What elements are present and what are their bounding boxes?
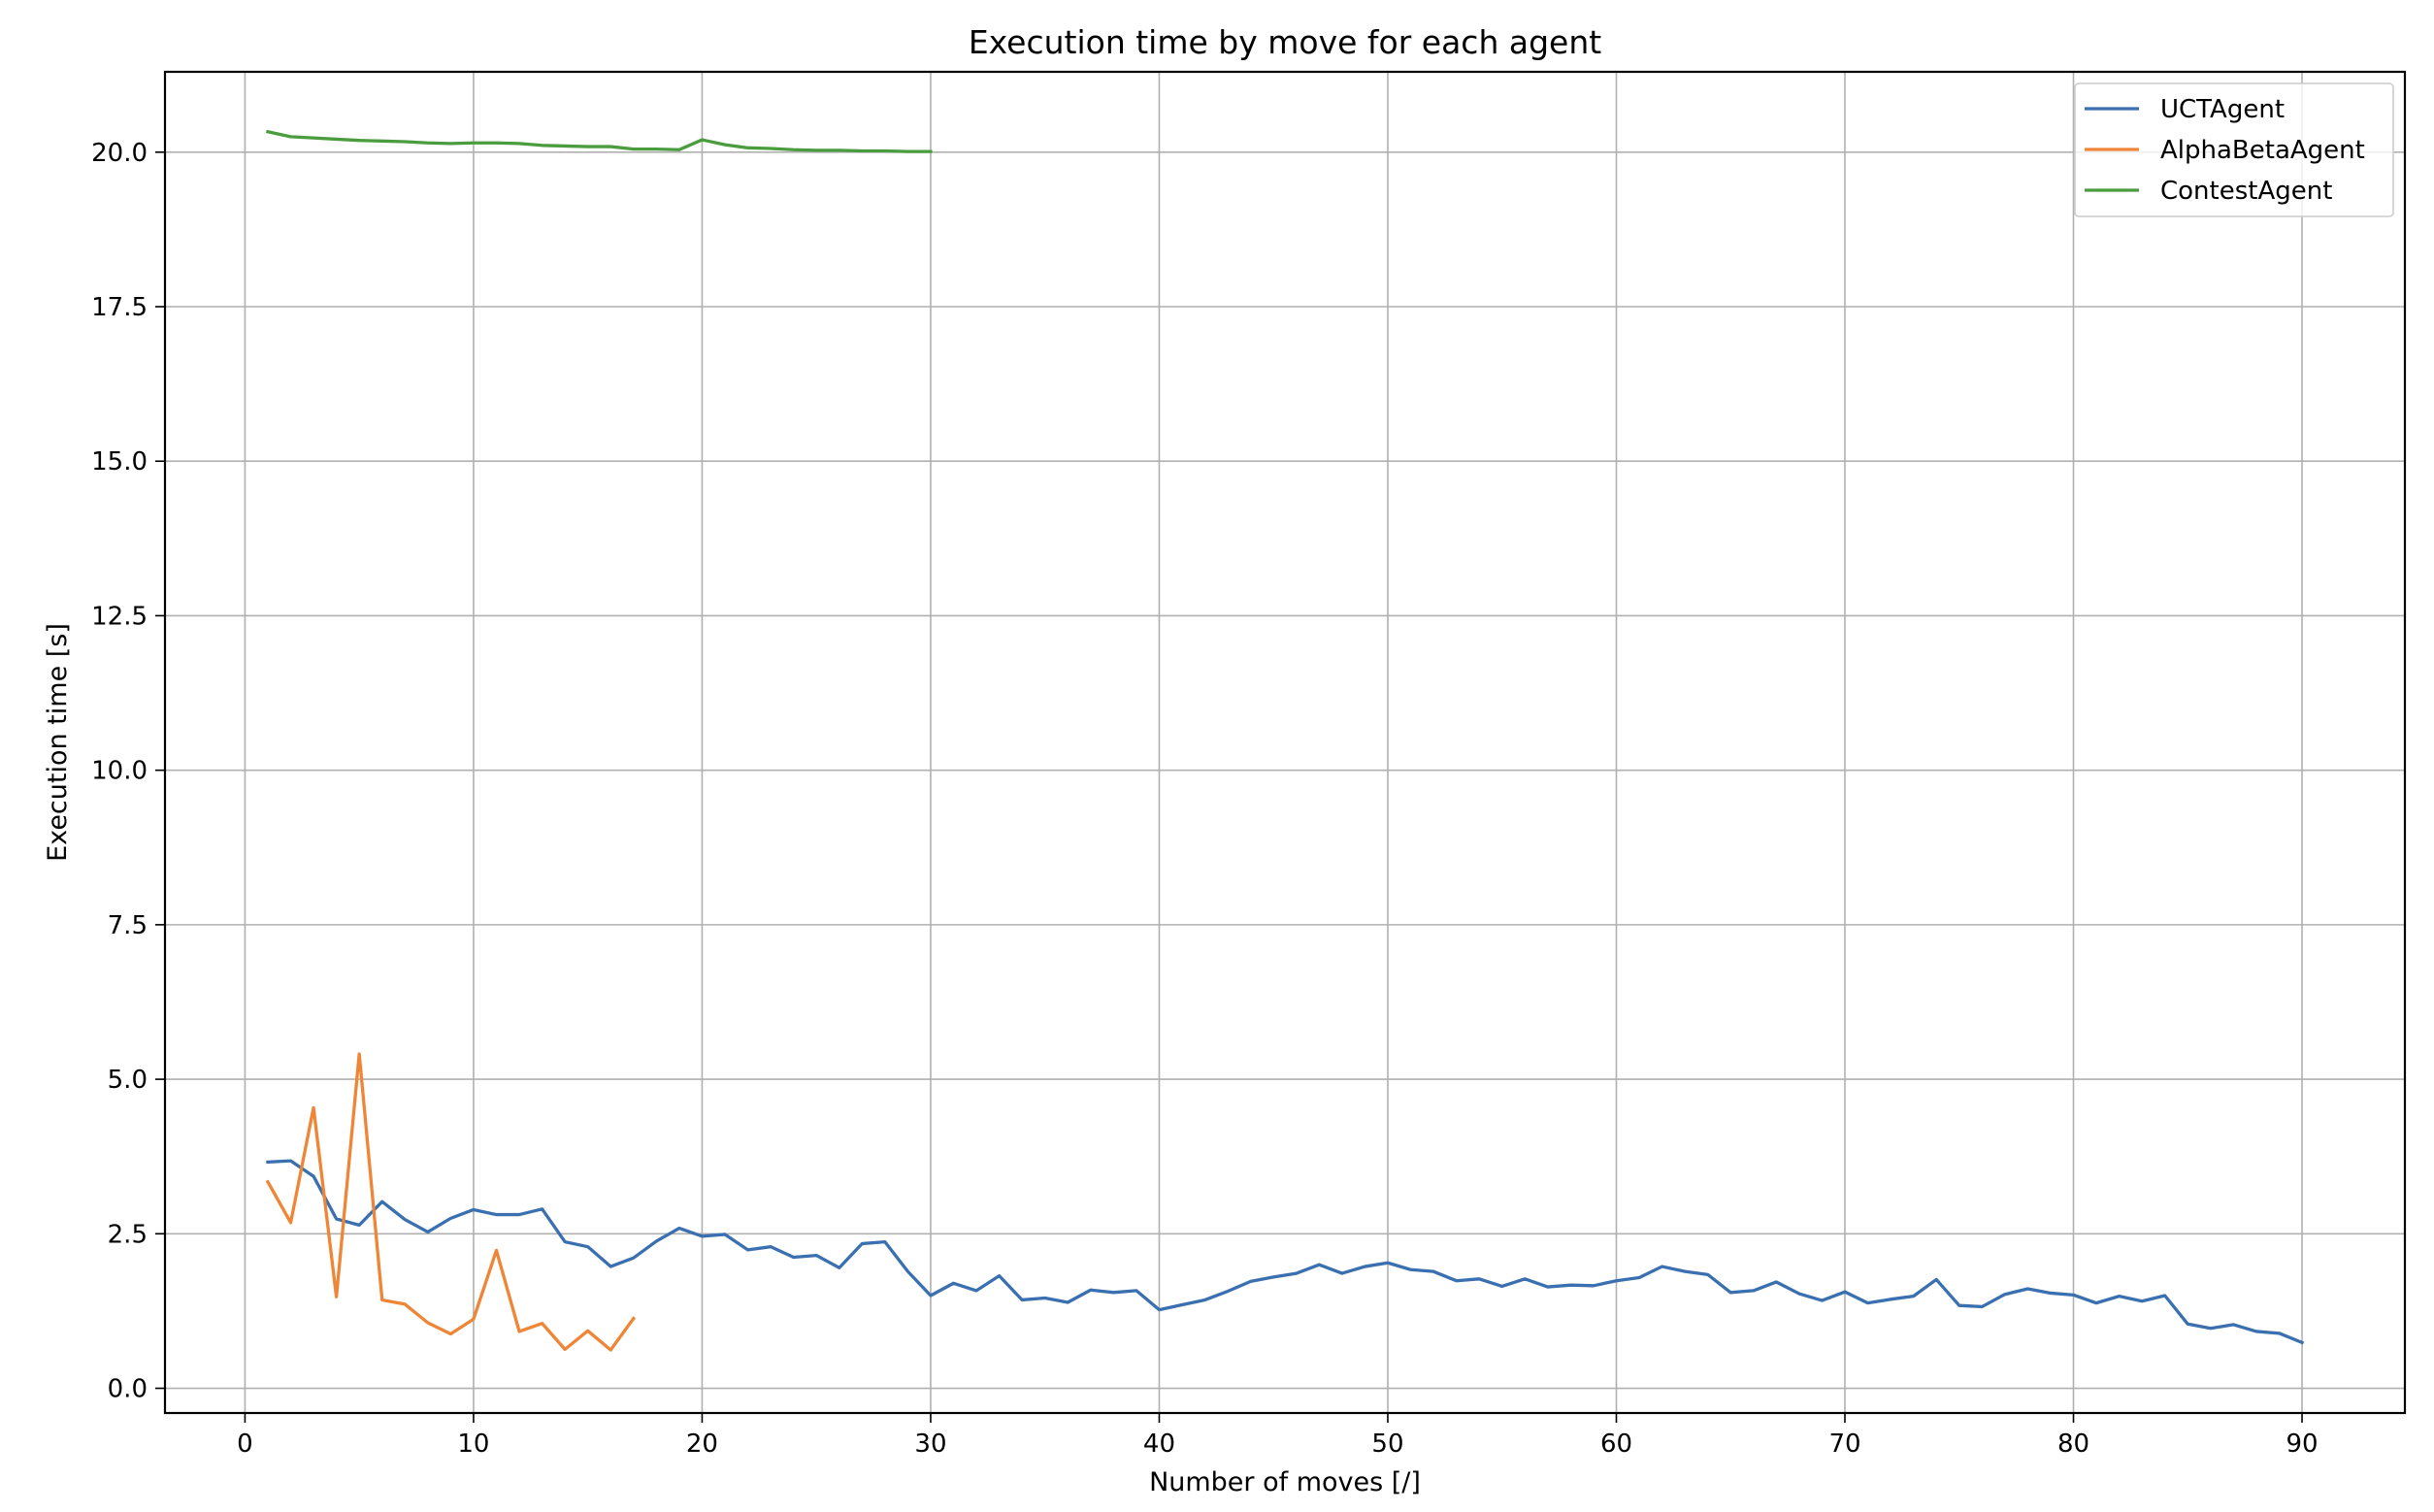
series-line-UCTAgent	[266, 1159, 2305, 1345]
y-tick-label: 5.0	[108, 1066, 148, 1095]
legend-label: AlphaBetaAgent	[2160, 136, 2365, 165]
series-line-AlphaBetaAgent	[265, 1052, 637, 1352]
y-tick-label: 17.5	[91, 293, 148, 322]
x-tick-label: 80	[2057, 1430, 2089, 1459]
plot-frame	[163, 70, 2407, 1415]
x-tick-label: 40	[1143, 1430, 1175, 1459]
axis-ticks: 0 10 20 30 40 50 60 70 80 90 0.0 2.5 5.0 7.5 10.0 12.5 1…	[91, 139, 2318, 1459]
legend-box	[2074, 82, 2394, 217]
x-tick-label: 70	[1828, 1430, 1860, 1459]
series-line-ContestAgent	[266, 129, 933, 153]
y-tick-label: 12.5	[91, 602, 148, 631]
y-tick-label: 10.0	[91, 757, 148, 786]
x-tick-label: 90	[2286, 1430, 2318, 1459]
grid	[165, 72, 2405, 1413]
x-tick-label: 20	[686, 1430, 718, 1459]
x-tick-label: 50	[1371, 1430, 1403, 1459]
x-tick-label: 10	[457, 1430, 489, 1459]
y-tick-label: 0.0	[108, 1375, 148, 1404]
x-axis-label: Number of moves [/]	[1149, 1467, 1421, 1497]
series-lines	[265, 129, 2305, 1352]
x-tick-label: 30	[914, 1430, 946, 1459]
chart-title: Execution time by move for each agent	[969, 23, 1601, 61]
y-axis-label: Execution time [s]	[43, 623, 73, 862]
y-tick-label: 15.0	[91, 447, 148, 477]
y-tick-label: 20.0	[91, 139, 148, 168]
legend: UCTAgent AlphaBetaAgent ContestAgent	[2074, 82, 2394, 217]
x-tick-label: 0	[237, 1430, 253, 1459]
y-tick-label: 7.5	[108, 911, 148, 940]
x-tick-label: 60	[1600, 1430, 1632, 1459]
legend-label: ContestAgent	[2160, 177, 2332, 206]
legend-label: UCTAgent	[2160, 95, 2285, 124]
y-tick-label: 2.5	[108, 1220, 148, 1249]
